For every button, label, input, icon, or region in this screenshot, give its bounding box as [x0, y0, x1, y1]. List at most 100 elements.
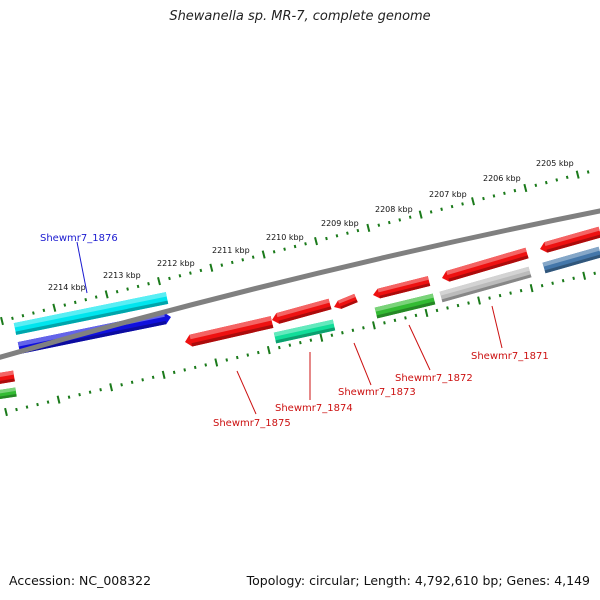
- gene-highlight: [374, 293, 434, 312]
- gene-label: Shewmr7_1875: [213, 418, 291, 429]
- ruler-tick: [544, 180, 548, 185]
- ruler-tick: [261, 250, 266, 259]
- ruler-tick: [183, 368, 187, 372]
- ruler-tick: [551, 281, 554, 285]
- ruler-tick: [325, 236, 328, 241]
- ruler-tick: [178, 274, 182, 278]
- gene-green-edge: [0, 387, 17, 400]
- label-leader-line: [353, 342, 372, 386]
- ruler-tick: [168, 276, 171, 281]
- label-leader-line: [236, 370, 257, 415]
- ruler-tick: [593, 271, 597, 275]
- inner-scale-ruler: [4, 271, 597, 417]
- gene-shewmr7-1874-upper: [272, 298, 332, 324]
- ruler-tick: [266, 345, 271, 355]
- ruler-tick: [225, 358, 229, 362]
- ruler-tick: [277, 345, 281, 350]
- gene-steelblue: [542, 246, 600, 274]
- ruler-tick: [319, 333, 324, 342]
- ruler-tick: [11, 316, 14, 321]
- ruler-tick: [193, 365, 197, 370]
- gene-highlight: [439, 266, 530, 296]
- gene-label: Shewmr7_1873: [338, 387, 416, 398]
- ruler-tick: [555, 178, 559, 182]
- gene-highlight: [337, 293, 356, 304]
- ruler-tick: [235, 355, 239, 360]
- ruler-tick: [84, 298, 88, 302]
- ruler-tick: [109, 383, 114, 392]
- gene-shadow: [544, 254, 600, 274]
- gene-label: Shewmr7_1874: [275, 403, 353, 414]
- ruler-tick: [115, 290, 119, 294]
- ruler-tick: [172, 370, 176, 375]
- ruler-tick: [492, 194, 496, 198]
- scale-label: 2212 kbp: [157, 259, 195, 268]
- ruler-tick: [498, 293, 502, 298]
- gene-shadow: [379, 283, 431, 299]
- ruler-tick: [63, 303, 67, 307]
- ruler-tick: [366, 223, 371, 232]
- ruler-tick: [73, 300, 77, 305]
- ruler-tick: [424, 308, 429, 318]
- ruler-tick: [0, 316, 4, 326]
- ruler-tick: [272, 250, 276, 254]
- ruler-tick: [393, 318, 397, 323]
- scale-label: 2206 kbp: [483, 174, 521, 183]
- ruler-tick: [351, 328, 355, 332]
- gene-shadow: [15, 300, 169, 335]
- ruler-tick: [575, 170, 580, 179]
- ruler-tick: [220, 263, 224, 267]
- ruler-tick: [246, 353, 250, 357]
- gene-highlight: [542, 246, 600, 267]
- ruler-tick: [230, 260, 234, 265]
- ruler-tick: [377, 223, 381, 227]
- ruler-tick: [32, 311, 35, 315]
- ruler-tick: [46, 400, 50, 404]
- ruler-tick: [126, 287, 129, 291]
- gene-highlight: [273, 319, 334, 337]
- scale-label: 2208 kbp: [375, 205, 413, 214]
- ruler-tick: [293, 244, 297, 249]
- ruler-tick: [565, 175, 569, 180]
- gene-gray: [439, 266, 532, 303]
- ruler-tick: [99, 388, 102, 392]
- gene-red-upper-3: [540, 226, 600, 253]
- ruler-tick: [314, 237, 318, 246]
- ruler-tick: [52, 303, 57, 312]
- ruler-tick: [509, 291, 512, 295]
- ruler-tick: [341, 331, 344, 335]
- gene-highlight: [544, 226, 600, 247]
- ruler-tick: [477, 296, 481, 305]
- ruler-tick: [418, 210, 423, 219]
- ruler-tick: [572, 276, 575, 280]
- ruler-tick: [356, 228, 360, 233]
- ruler-tick: [241, 258, 245, 262]
- gene-label: Shewmr7_1872: [395, 373, 473, 384]
- gene-highlight: [0, 387, 16, 394]
- ruler-tick: [209, 263, 214, 272]
- genome-summary-text: Topology: circular; Length: 4,792,610 bp…: [246, 573, 590, 588]
- ruler-tick: [204, 363, 208, 367]
- gene-features: [0, 226, 600, 400]
- gene-shadow: [448, 255, 529, 282]
- outer-scale-ruler: [0, 170, 590, 326]
- ruler-tick: [42, 308, 46, 313]
- ruler-tick: [4, 407, 8, 417]
- ruler-tick: [299, 340, 302, 345]
- ruler-tick: [157, 276, 161, 286]
- gene-shewmr7-1875: [185, 316, 274, 347]
- gene-highlight: [13, 292, 167, 328]
- gene-highlight: [377, 276, 429, 293]
- gene-shadow: [19, 320, 167, 354]
- ruler-tick: [94, 295, 98, 299]
- ruler-tick: [503, 191, 506, 195]
- gene-red-upper-1: [373, 276, 431, 299]
- gene-shadow: [191, 324, 274, 347]
- gene-shadow: [0, 378, 15, 384]
- ruler-tick: [362, 326, 365, 330]
- ruler-tick: [429, 210, 433, 214]
- gene-red-edge: [0, 370, 15, 384]
- ruler-tick: [450, 204, 454, 209]
- ruler-tick: [482, 196, 485, 201]
- ruler-tick: [21, 313, 25, 318]
